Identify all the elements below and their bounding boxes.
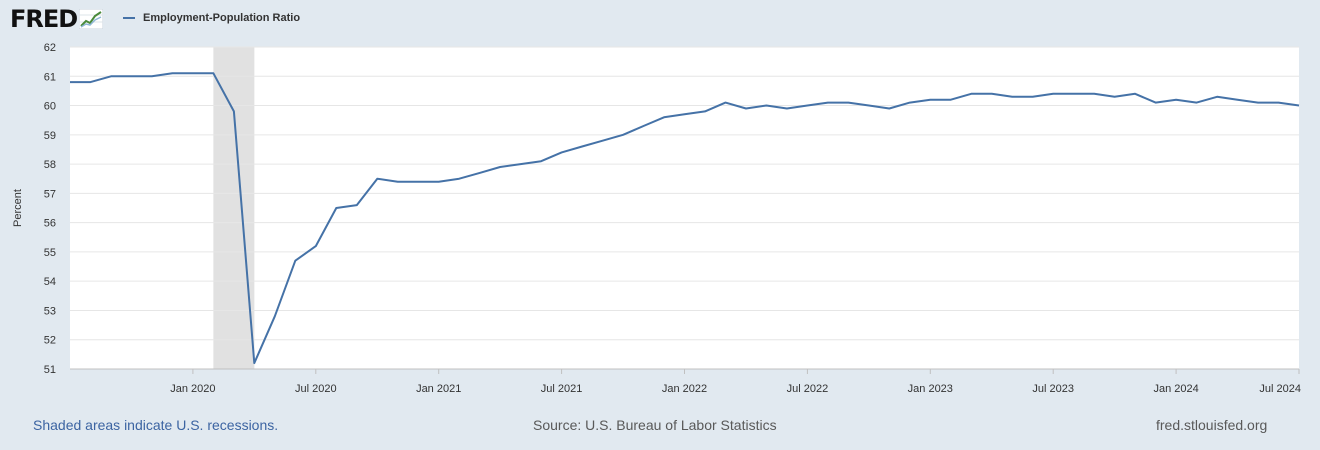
x-tick-label: Jul 2021	[541, 383, 583, 395]
y-tick-label: 59	[44, 130, 56, 142]
x-tick-label: Jan 2022	[662, 383, 707, 395]
y-tick-label: 57	[44, 188, 56, 200]
y-tick-label: 62	[44, 42, 56, 54]
x-tick-label: Jan 2024	[1153, 383, 1198, 395]
y-tick-label: 53	[44, 305, 56, 317]
site-link[interactable]: fred.stlouisfed.org	[1156, 417, 1268, 433]
x-tick-label: Jan 2020	[170, 383, 215, 395]
y-tick-label: 60	[44, 101, 56, 113]
y-axis-label: Percent	[12, 189, 24, 227]
legend-line-swatch	[123, 17, 135, 19]
y-tick-label: 52	[44, 335, 56, 347]
x-tick-label: Jul 2020	[295, 383, 337, 395]
x-tick-label: Jan 2021	[416, 383, 461, 395]
series-line	[70, 72, 1300, 365]
y-tick-label: 56	[44, 218, 56, 230]
recession-shade	[213, 47, 255, 369]
x-tick-label: Jul 2024	[1259, 383, 1301, 395]
recession-note-link[interactable]: Shaded areas indicate U.S. recessions.	[33, 417, 279, 433]
y-tick-label: 51	[44, 364, 56, 376]
header: FRED	[10, 5, 104, 33]
logo-text: FRED	[10, 5, 78, 33]
legend: Employment-Population Ratio	[123, 12, 300, 24]
y-tick-label: 58	[44, 159, 56, 171]
source-text: Source: U.S. Bureau of Labor Statistics	[533, 417, 777, 433]
y-tick-label: 54	[44, 276, 56, 288]
y-tick-label: 55	[44, 247, 56, 259]
x-tick-label: Jul 2023	[1032, 383, 1074, 395]
y-tick-label: 61	[44, 71, 56, 83]
legend-label: Employment-Population Ratio	[143, 12, 301, 24]
chart: 51 52 53 54 55 56 57 58 59 60 61 62 Jan 2020 Jul 2020…	[12, 42, 1301, 395]
x-tick-label: Jul 2022	[787, 383, 829, 395]
x-tick-label: Jan 2023	[908, 383, 953, 395]
fred-logo[interactable]: FRED	[10, 5, 104, 33]
fred-graph-icon	[79, 9, 104, 29]
